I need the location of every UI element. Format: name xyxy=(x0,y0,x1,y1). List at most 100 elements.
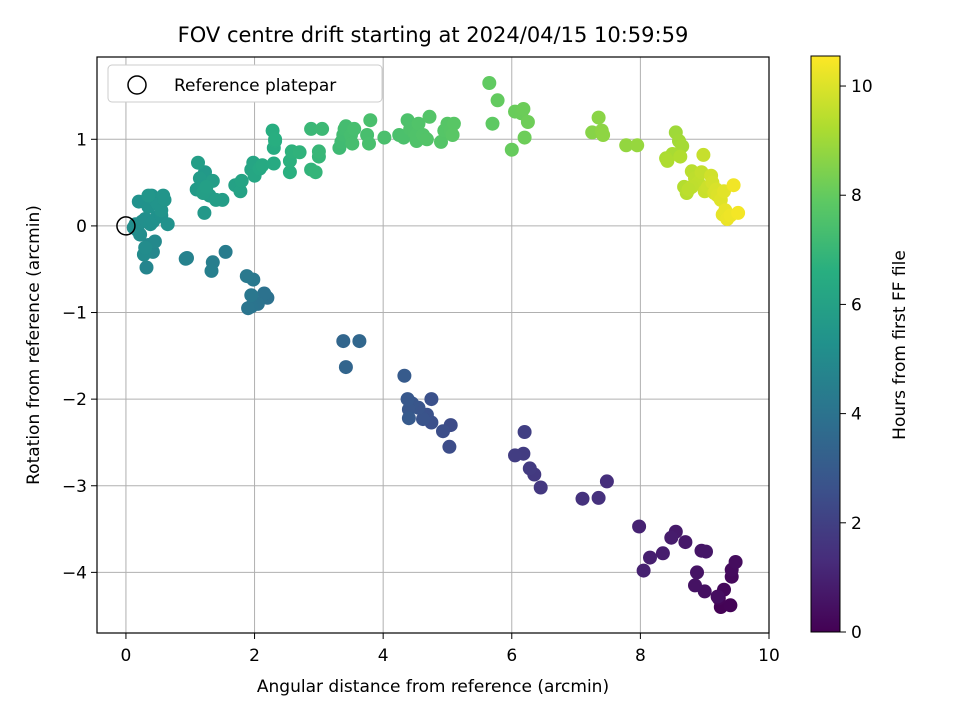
data-point xyxy=(239,269,254,284)
data-point xyxy=(675,139,690,154)
data-point xyxy=(688,578,702,593)
x-tick-label: 0 xyxy=(121,646,132,666)
legend-box xyxy=(107,64,383,103)
data-point xyxy=(233,184,248,199)
data-point xyxy=(664,530,679,545)
data-point xyxy=(347,121,362,136)
y-tick-label: −2 xyxy=(62,390,87,410)
data-point xyxy=(419,132,434,147)
data-point xyxy=(678,535,693,550)
data-point xyxy=(517,425,532,439)
data-points xyxy=(126,76,746,614)
colorbar-tick-label: 6 xyxy=(851,295,862,315)
data-point xyxy=(255,158,270,173)
colorbar-label: Hours from first FF file xyxy=(890,250,910,440)
colorbar: 0 2 4 6 8 10 Hours from first FF file xyxy=(810,55,910,643)
data-point xyxy=(304,121,319,136)
data-point xyxy=(157,192,172,207)
data-point xyxy=(257,286,272,301)
data-point xyxy=(710,589,725,604)
data-point xyxy=(630,138,645,153)
data-point xyxy=(138,240,153,255)
legend-entry-label: Reference platepar xyxy=(174,76,336,96)
x-axis-ticks: 0 2 4 6 8 10 xyxy=(121,633,780,666)
data-point xyxy=(728,555,743,569)
data-point xyxy=(282,165,297,180)
x-axis-label: Angular distance from reference (arcmin) xyxy=(257,677,609,697)
colorbar-tick-label: 10 xyxy=(851,77,873,97)
grid-lines xyxy=(97,57,770,633)
y-axis-label: Rotation from reference (arcmin) xyxy=(24,205,44,485)
y-tick-label: 0 xyxy=(76,217,87,237)
data-point xyxy=(197,205,212,220)
data-point xyxy=(363,113,378,128)
y-tick-label: 1 xyxy=(76,130,87,150)
x-tick-label: 6 xyxy=(506,646,517,666)
data-point xyxy=(517,130,532,145)
data-point xyxy=(673,149,688,164)
data-point xyxy=(520,115,535,129)
data-point xyxy=(268,132,283,147)
data-point xyxy=(191,155,205,170)
colorbar-tick-label: 2 xyxy=(851,514,862,534)
colorbar-ticks: 0 2 4 6 8 10 xyxy=(840,77,873,643)
data-point xyxy=(660,153,675,168)
data-point xyxy=(411,116,426,131)
data-point xyxy=(533,480,548,495)
plot-area xyxy=(96,56,770,634)
data-point xyxy=(632,519,647,534)
data-point xyxy=(643,550,657,565)
data-point xyxy=(599,474,614,489)
data-point xyxy=(508,448,522,463)
data-point xyxy=(160,217,175,232)
chart-title: FOV centre drift starting at 2024/04/15 … xyxy=(178,23,689,47)
x-tick-label: 10 xyxy=(758,646,780,666)
data-point xyxy=(575,491,590,506)
data-point xyxy=(336,334,351,349)
data-point xyxy=(308,165,323,180)
data-point xyxy=(266,156,281,171)
data-point xyxy=(141,188,156,203)
data-point xyxy=(696,147,711,162)
data-point xyxy=(424,392,439,407)
data-point xyxy=(400,392,415,407)
data-point xyxy=(345,136,360,151)
data-point xyxy=(434,134,448,149)
data-point xyxy=(215,192,230,207)
data-point xyxy=(504,142,519,157)
colorbar-tick-label: 8 xyxy=(851,186,862,206)
data-point xyxy=(362,136,376,151)
data-point xyxy=(445,128,460,142)
y-axis-ticks: −4 −3 −2 −1 0 1 xyxy=(62,130,97,583)
data-point xyxy=(416,412,430,427)
data-point xyxy=(397,368,412,383)
colorbar-tick-label: 0 xyxy=(851,623,862,643)
data-point xyxy=(377,130,392,145)
data-point xyxy=(178,251,193,266)
data-point xyxy=(422,109,437,124)
reference-point xyxy=(116,216,136,236)
data-point xyxy=(482,76,497,90)
data-point xyxy=(401,411,416,426)
data-point xyxy=(726,178,741,193)
data-point xyxy=(655,546,670,561)
data-point xyxy=(490,93,505,108)
data-point xyxy=(218,244,233,259)
data-point xyxy=(690,565,704,580)
data-point xyxy=(591,490,606,505)
data-point xyxy=(522,461,537,476)
data-point xyxy=(516,102,531,116)
x-tick-label: 2 xyxy=(249,646,260,666)
data-point xyxy=(442,439,457,454)
legend-marker-open-circle xyxy=(127,75,147,95)
data-point xyxy=(699,544,713,559)
data-point xyxy=(204,263,219,278)
data-point xyxy=(596,128,611,142)
data-point xyxy=(292,145,307,160)
plot-frame xyxy=(96,56,770,634)
data-point xyxy=(234,173,249,188)
data-point xyxy=(591,110,606,125)
data-point xyxy=(352,334,367,349)
y-tick-label: −4 xyxy=(62,563,87,583)
